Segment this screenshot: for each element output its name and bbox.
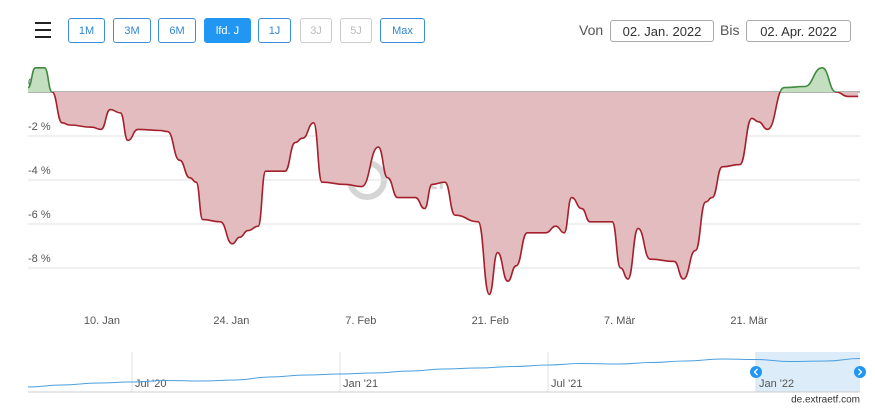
navigator-line <box>27 358 861 388</box>
y-tick-label: -8 % <box>28 253 51 265</box>
y-tick-label: -2 % <box>28 121 51 133</box>
x-tick-label: 24. Jan <box>213 315 249 327</box>
navigator-tick-label: Jul '21 <box>551 378 582 390</box>
range-button: 3J <box>300 18 332 43</box>
range-button: 5J <box>340 18 372 43</box>
handle-arrow <box>753 368 758 376</box>
from-input[interactable]: 02. Jan. 2022 <box>610 20 714 42</box>
range-button[interactable]: Max <box>380 18 425 43</box>
handle-circle <box>854 366 866 378</box>
navigator-handle[interactable] <box>750 366 762 378</box>
range-button[interactable]: lfd. J <box>204 18 251 43</box>
negative-area <box>28 92 859 295</box>
x-tick-label: 21. Mär <box>730 315 768 327</box>
x-tick-label: 7. Feb <box>345 315 376 327</box>
navigator-tick-label: Jul '20 <box>135 378 166 390</box>
to-input[interactable]: 02. Apr. 2022 <box>746 20 851 42</box>
negative-line <box>50 92 859 296</box>
range-button[interactable]: 1M <box>68 18 105 43</box>
x-tick-label: 10. Jan <box>84 315 120 327</box>
range-button[interactable]: 1J <box>258 18 291 43</box>
navigator-tick-label: Jan '22 <box>759 378 794 390</box>
handle-circle <box>750 366 762 378</box>
handle-arrow <box>858 368 863 376</box>
y-tick-label: -4 % <box>28 165 51 177</box>
navigator-tick-label: Jan '21 <box>343 378 378 390</box>
to-label: Bis <box>720 22 740 38</box>
x-tick-label: 21. Feb <box>472 315 509 327</box>
from-label: Von <box>579 22 604 38</box>
navigator-handle[interactable] <box>854 366 866 378</box>
credits: de.extraetf.com <box>791 395 860 406</box>
navigator-selection <box>756 352 860 392</box>
menu-icon[interactable] <box>35 22 51 38</box>
y-tick-label: -6 % <box>28 209 51 221</box>
x-tick-label: 7. Mär <box>604 315 636 327</box>
range-button[interactable]: 6M <box>158 18 196 43</box>
range-button[interactable]: 3M <box>113 18 151 43</box>
